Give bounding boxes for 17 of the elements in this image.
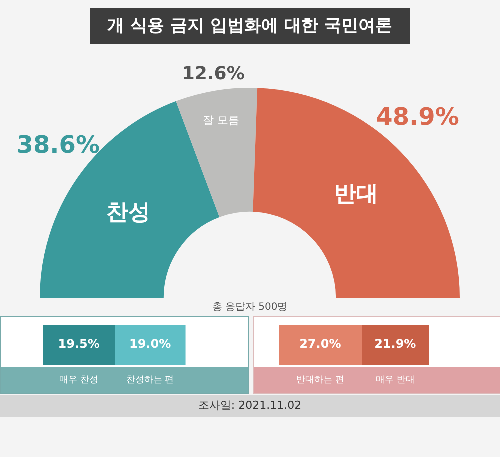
slice-label: 찬성 — [106, 200, 150, 226]
data-label: 21.9% — [374, 337, 416, 352]
data-label: 38.6% — [16, 130, 100, 159]
data-label: 48.9% — [376, 103, 460, 132]
data-label: 27.0% — [300, 337, 342, 352]
series-label: 매우 반대 — [376, 375, 415, 386]
text: 조사일: 2021.11.02 — [0, 395, 500, 417]
chart-title: 개 식용 금지 입법화에 대한 국민여론 — [90, 8, 410, 44]
series-label: 찬성하는 편 — [126, 375, 174, 386]
data-label: 12.6% — [182, 64, 245, 85]
slice-label: 잘 모름 — [202, 114, 240, 128]
slice-label: 반대 — [334, 182, 379, 207]
series-label: 반대하는 편 — [296, 375, 344, 386]
data-label: 19.0% — [129, 337, 172, 352]
series-label: 매우 찬성 — [60, 375, 99, 386]
data-label: 19.5% — [58, 337, 100, 352]
text: 총 응답자 500명 — [211, 301, 289, 314]
